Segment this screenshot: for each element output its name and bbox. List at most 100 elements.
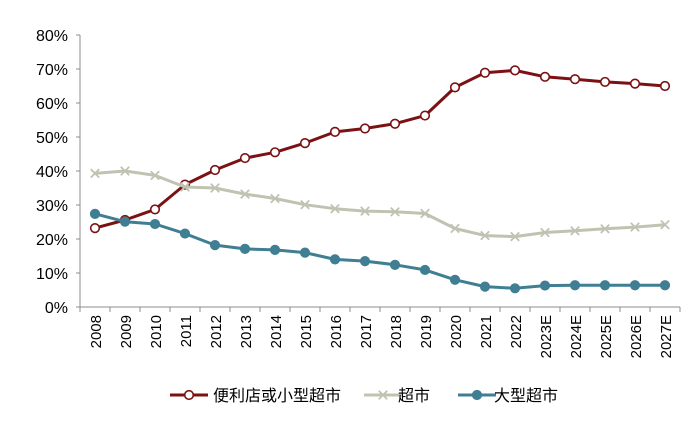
data-point [360, 206, 370, 216]
legend-label: 超市 [398, 387, 430, 405]
data-point [599, 280, 611, 291]
data-point [269, 244, 281, 255]
x-tick-label: 2026E [628, 315, 645, 358]
x-tick-label: 2022 [508, 315, 525, 348]
data-point [449, 82, 461, 93]
data-point [240, 189, 250, 199]
data-point [209, 240, 221, 251]
axes [79, 35, 680, 308]
y-tick-label: 0% [45, 300, 68, 317]
x-tick-label: 2018 [388, 315, 405, 348]
y-tick-label: 40% [36, 164, 68, 181]
data-point [600, 223, 610, 234]
series-2 [90, 166, 670, 242]
data-point [359, 256, 371, 267]
data-point [509, 283, 521, 294]
data-point [149, 204, 161, 215]
series-line [94, 212, 665, 290]
data-point [419, 264, 431, 276]
data-point [569, 280, 581, 291]
data-point [540, 227, 550, 238]
data-point [569, 74, 581, 85]
x-tick-label: 2024E [568, 315, 585, 358]
y-tick-label: 20% [36, 232, 68, 249]
legend-label: 大型超市 [494, 387, 558, 405]
data-point [449, 274, 461, 285]
data-point [659, 280, 671, 291]
data-point [299, 138, 311, 149]
data-point [629, 280, 641, 291]
x-tick-label: 2008 [88, 315, 105, 348]
legend-label: 便利店或小型超市 [213, 387, 341, 405]
data-point [479, 67, 491, 78]
data-point [419, 110, 431, 121]
data-point [89, 208, 101, 219]
legend-marker [471, 389, 483, 401]
data-point [420, 208, 430, 219]
data-point [539, 71, 551, 82]
data-point [90, 168, 100, 179]
x-tick-label: 2015 [298, 315, 315, 348]
data-point [629, 78, 641, 89]
x-tick-label: 2020 [448, 315, 465, 348]
data-point [150, 170, 160, 181]
y-tick-label: 80% [36, 28, 68, 45]
data-point [480, 230, 490, 241]
legend-item: 便利店或小型超市 [170, 387, 341, 405]
data-point [390, 206, 400, 217]
data-point [570, 226, 580, 236]
data-point [239, 152, 251, 164]
series-3 [89, 208, 671, 294]
data-point [479, 281, 491, 292]
x-tick-label: 2017 [358, 315, 375, 348]
data-point [89, 223, 101, 234]
x-tick-label: 2016 [328, 315, 345, 348]
x-tick-label: 2021 [478, 315, 495, 348]
y-tick-label: 60% [36, 96, 68, 113]
x-tick-label: 2023E [538, 315, 555, 358]
y-tick-label: 50% [36, 130, 68, 147]
x-tick-label: 2009 [118, 315, 135, 348]
x-tick-label: 2027E [658, 315, 675, 358]
data-point [510, 231, 520, 242]
legend-marker [378, 390, 388, 400]
data-point [179, 228, 191, 239]
data-point [450, 223, 460, 234]
data-point [630, 222, 640, 232]
data-point [539, 280, 551, 291]
data-point [330, 203, 340, 214]
y-tick-label: 10% [36, 266, 68, 283]
series-line [94, 68, 666, 230]
y-axis-ticks: 0% 10% 20% 30% 40% 50% 60% 70% 80% [36, 28, 80, 317]
legend-item: 大型超市 [458, 387, 558, 405]
data-point [599, 76, 611, 88]
x-tick-label: 2013 [238, 315, 255, 348]
data-point [660, 219, 670, 230]
data-point [149, 218, 161, 230]
data-point [329, 126, 341, 137]
data-point [210, 183, 220, 193]
y-tick-label: 70% [36, 62, 68, 79]
data-point [300, 199, 310, 210]
legend: 便利店或小型超市 超市 大型超市 [170, 387, 558, 405]
series-line [94, 169, 666, 239]
x-tick-label: 2012 [208, 315, 225, 348]
data-point [389, 118, 401, 129]
data-point [389, 259, 401, 270]
x-tick-label: 2014 [268, 315, 285, 348]
series-1 [89, 65, 671, 234]
data-point [270, 193, 280, 204]
data-point [269, 147, 281, 158]
data-point [119, 216, 131, 227]
data-point [239, 243, 251, 254]
series-layer [89, 65, 671, 294]
x-tick-label: 2025E [598, 315, 615, 358]
x-axis-ticks: 2008 2009 2010 2011 2012 2013 2014 2015 2016 2017… [79, 307, 681, 358]
x-tick-label: 2019 [418, 315, 435, 348]
y-tick-label: 30% [36, 198, 68, 215]
legend-item: 超市 [364, 387, 430, 405]
data-point [120, 166, 130, 176]
data-point [180, 182, 190, 192]
